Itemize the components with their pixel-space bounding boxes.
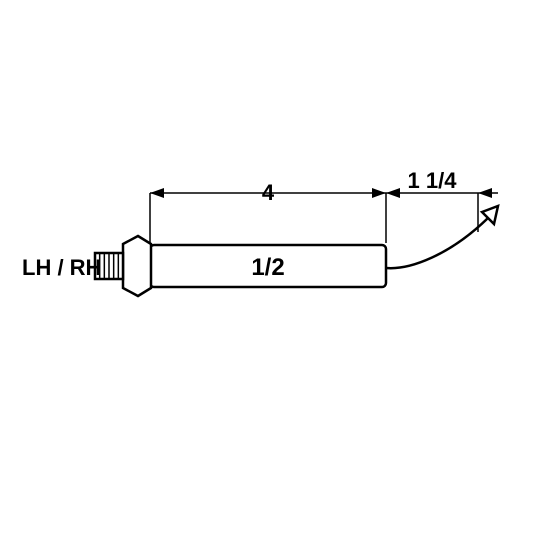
dimension-body-label: 4 [262, 180, 275, 205]
wire [386, 218, 488, 268]
dimension-body-length: 4 [150, 180, 386, 243]
dimension-wire-length: 1 1/4 [386, 168, 498, 232]
hex-nut [123, 236, 151, 296]
electrode-diagram: 4 1 1/4 LH / RH 1/2 [0, 0, 533, 533]
thread-direction-label: LH / RH [22, 255, 101, 280]
dimension-wire-label: 1 1/4 [408, 168, 458, 193]
body-diameter-label: 1/2 [251, 254, 284, 281]
